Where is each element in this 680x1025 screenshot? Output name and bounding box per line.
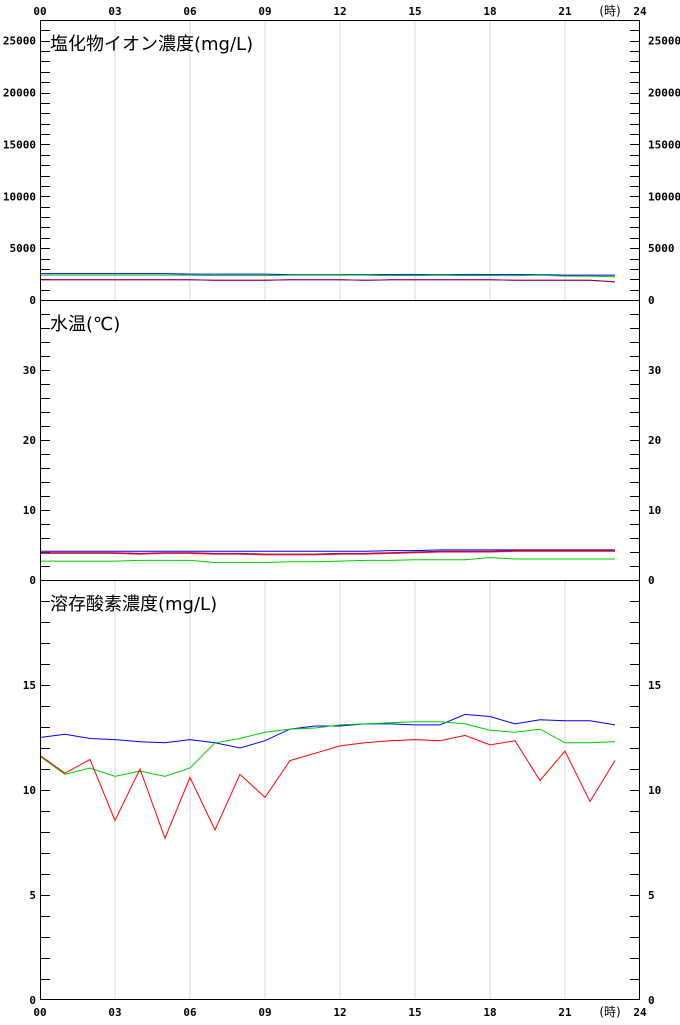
y-tick-label-right: 25000 <box>648 35 680 48</box>
y-tick-label-left: 0 <box>29 574 36 587</box>
y-tick-label-left: 10 <box>23 784 36 797</box>
x-tick-label-bottom: 12 <box>333 1006 346 1019</box>
panel-title: 水温(℃) <box>50 314 120 335</box>
y-tick-label-left: 20000 <box>3 87 36 100</box>
x-tick-label-top: 06 <box>183 5 197 18</box>
plot-frame <box>40 20 640 1000</box>
y-tick-label-left: 0 <box>29 994 36 1007</box>
x-tick-label-top: 12 <box>333 5 346 18</box>
y-tick-label-left: 15 <box>23 679 36 692</box>
x-tick-label-bottom: 18 <box>483 1006 496 1019</box>
y-tick-label-left: 5 <box>29 889 36 902</box>
y-tick-label-left: 15000 <box>3 138 36 151</box>
y-tick-label-right: 0 <box>648 574 655 587</box>
x-tick-label-top: 18 <box>483 5 496 18</box>
series-line-3 <box>40 279 616 283</box>
x-tick-label-bottom: 15 <box>408 1006 421 1019</box>
series-line-1 <box>40 550 615 555</box>
y-tick-label-right: 10 <box>648 504 661 517</box>
series-line-1 <box>39 721 616 777</box>
series-line-2 <box>40 550 615 556</box>
panel-title: 塩化物イオン濃度(mg/L) <box>50 34 253 55</box>
y-tick-label-right: 30 <box>648 364 661 377</box>
x-tick-label-bottom: 09 <box>258 1006 271 1019</box>
series-line-2 <box>39 734 616 840</box>
x-tick-label-top: 21 <box>558 5 572 18</box>
x-unit-label-top: (時) <box>599 4 620 18</box>
y-tick-label-left: 5000 <box>10 242 37 255</box>
x-tick-label-bottom: 24 <box>633 1006 647 1019</box>
y-tick-label-right: 20 <box>648 434 661 447</box>
y-tick-label-left: 0 <box>29 294 36 307</box>
y-tick-label-right: 20000 <box>648 87 680 100</box>
x-tick-label-top: 09 <box>258 5 271 18</box>
x-tick-label-top: 15 <box>408 5 421 18</box>
y-tick-label-left: 20 <box>23 434 36 447</box>
panel-title: 溶存酸素濃度(mg/L) <box>50 594 217 615</box>
x-tick-label-bottom: 21 <box>558 1006 572 1019</box>
y-tick-label-right: 10000 <box>648 190 680 203</box>
y-tick-label-right: 0 <box>648 294 655 307</box>
x-tick-label-top: 00 <box>33 5 46 18</box>
x-tick-label-top: 24 <box>633 5 647 18</box>
y-tick-label-left: 30 <box>23 364 36 377</box>
x-tick-label-bottom: 00 <box>33 1006 46 1019</box>
y-tick-label-right: 15000 <box>648 138 680 151</box>
y-tick-label-left: 25000 <box>3 35 36 48</box>
x-tick-label-bottom: 03 <box>108 1006 121 1019</box>
x-tick-label-top: 03 <box>108 5 121 18</box>
series-line-1 <box>40 274 616 278</box>
x-unit-label-bottom: (時) <box>599 1005 620 1019</box>
y-tick-label-left: 10 <box>23 504 36 517</box>
series-line-0 <box>40 549 615 552</box>
y-tick-label-right: 15 <box>648 679 661 692</box>
x-tick-label-bottom: 06 <box>183 1006 197 1019</box>
series-line-0 <box>39 713 616 749</box>
series-line-3 <box>40 557 615 563</box>
y-tick-label-right: 5 <box>648 889 655 902</box>
y-tick-label-right: 0 <box>648 994 655 1007</box>
y-tick-label-right: 10 <box>648 784 661 797</box>
y-tick-label-left: 10000 <box>3 190 36 203</box>
y-tick-label-right: 5000 <box>648 242 675 255</box>
